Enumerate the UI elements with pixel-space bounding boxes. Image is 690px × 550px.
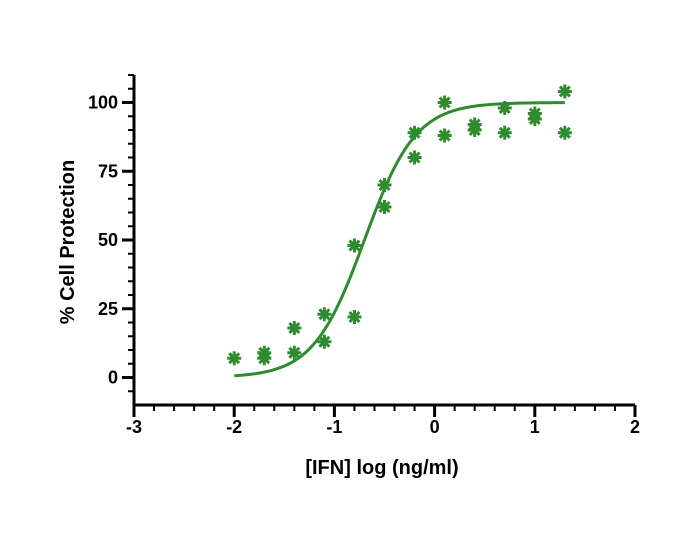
x-tick-label: -1 <box>326 417 342 437</box>
data-point <box>347 238 362 253</box>
data-point <box>527 112 542 126</box>
y-tick-label: 25 <box>98 299 118 319</box>
data-point <box>257 345 272 360</box>
x-tick-label: 1 <box>530 417 540 437</box>
y-tick-label: 75 <box>98 161 118 181</box>
fit-curve <box>234 101 565 378</box>
data-point <box>437 95 452 110</box>
data-point <box>467 123 482 137</box>
x-tick-label: 2 <box>630 417 640 437</box>
data-point <box>497 125 512 140</box>
data-point <box>407 150 422 165</box>
data-point <box>557 84 572 99</box>
x-tick-label: -3 <box>126 417 142 437</box>
data-point <box>227 351 242 366</box>
plot-area: -3 -2 -1 0 1 2 0 25 50 75 100 <box>88 74 640 437</box>
data-point <box>497 101 512 115</box>
data-point <box>317 307 332 322</box>
data-point <box>557 125 572 140</box>
y-axis-title: % Cell Protection <box>57 160 79 324</box>
data-point <box>377 200 392 214</box>
data-point <box>287 345 302 360</box>
data-point <box>287 321 302 335</box>
data-point <box>407 125 422 140</box>
data-point <box>317 334 332 349</box>
x-axis-title: [IFN] log (ng/ml) <box>305 457 458 479</box>
data-point <box>437 128 452 143</box>
y-tick-label: 0 <box>108 368 118 388</box>
y-tick-label: 50 <box>98 230 118 250</box>
data-point <box>347 310 362 324</box>
y-tick-label: 100 <box>88 93 118 113</box>
data-point <box>377 178 392 192</box>
x-tick-label: -2 <box>226 417 242 437</box>
x-tick-label: 0 <box>430 417 440 437</box>
